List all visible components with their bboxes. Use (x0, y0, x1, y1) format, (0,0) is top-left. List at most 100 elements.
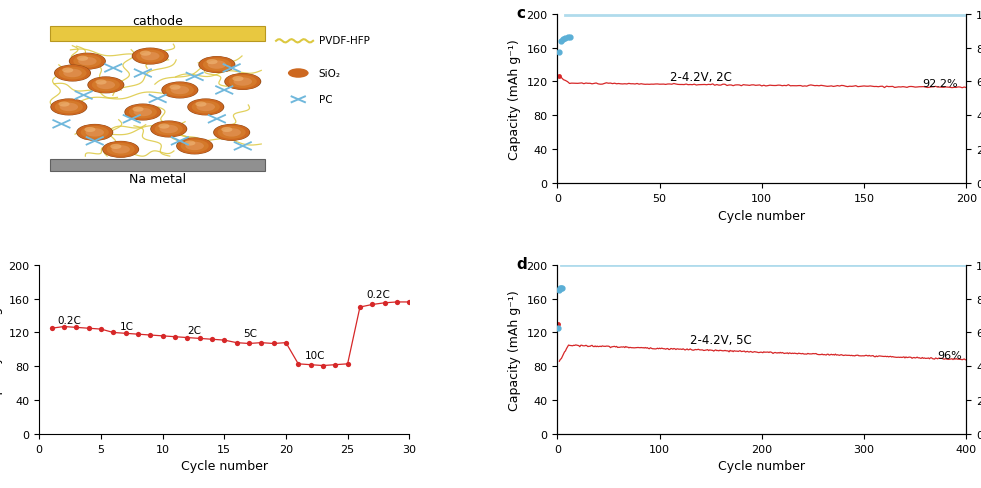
Text: PC: PC (319, 95, 333, 105)
Circle shape (160, 125, 178, 134)
Circle shape (196, 103, 215, 112)
Circle shape (185, 142, 204, 151)
Circle shape (69, 54, 106, 70)
Circle shape (206, 60, 218, 65)
Circle shape (51, 100, 86, 116)
Circle shape (87, 77, 125, 94)
Text: c: c (516, 6, 526, 21)
Text: SiO₂: SiO₂ (319, 69, 340, 79)
Circle shape (177, 139, 213, 155)
Circle shape (129, 106, 157, 119)
Circle shape (133, 108, 152, 117)
Text: d: d (516, 257, 527, 272)
Circle shape (171, 86, 189, 95)
Circle shape (233, 78, 252, 86)
Circle shape (84, 128, 95, 133)
Text: 0.2C: 0.2C (58, 315, 81, 325)
Circle shape (166, 84, 194, 97)
Circle shape (150, 121, 187, 138)
Circle shape (287, 69, 309, 79)
Circle shape (181, 140, 209, 153)
Text: Na metal: Na metal (129, 172, 186, 185)
Circle shape (59, 102, 70, 107)
Circle shape (55, 102, 83, 114)
Y-axis label: Capacity (mAh g⁻¹): Capacity (mAh g⁻¹) (508, 39, 521, 160)
Circle shape (188, 100, 224, 116)
Circle shape (112, 146, 129, 154)
Circle shape (62, 68, 74, 74)
Circle shape (95, 81, 107, 85)
Circle shape (155, 123, 182, 136)
Circle shape (232, 77, 243, 82)
Text: 1C: 1C (120, 321, 133, 331)
Circle shape (187, 99, 225, 116)
Circle shape (77, 124, 113, 142)
Circle shape (132, 49, 168, 65)
Circle shape (214, 125, 249, 141)
Circle shape (126, 104, 161, 121)
Circle shape (222, 128, 232, 133)
Circle shape (184, 141, 195, 146)
Circle shape (50, 99, 87, 116)
Circle shape (158, 124, 170, 129)
Circle shape (195, 102, 206, 107)
Circle shape (80, 127, 109, 140)
Circle shape (203, 59, 231, 72)
Circle shape (92, 79, 120, 92)
Circle shape (131, 48, 169, 65)
FancyBboxPatch shape (50, 27, 265, 41)
Text: PVDF-HFP: PVDF-HFP (319, 37, 370, 46)
Text: cathode: cathode (132, 15, 183, 28)
Circle shape (88, 78, 124, 94)
Circle shape (102, 142, 139, 159)
Circle shape (140, 52, 151, 57)
Circle shape (96, 81, 115, 90)
Circle shape (141, 53, 160, 61)
Circle shape (85, 129, 104, 137)
Text: 2C: 2C (187, 325, 201, 335)
Circle shape (54, 65, 91, 82)
Circle shape (198, 57, 235, 74)
Text: 2-4.2V, 5C: 2-4.2V, 5C (691, 334, 752, 347)
Circle shape (132, 107, 143, 112)
Circle shape (161, 82, 198, 99)
Circle shape (78, 58, 96, 66)
Y-axis label: Capacity (mAh g⁻¹): Capacity (mAh g⁻¹) (508, 289, 521, 410)
Text: 2-4.2V, 2C: 2-4.2V, 2C (670, 71, 732, 83)
Circle shape (77, 125, 113, 141)
Circle shape (55, 66, 90, 82)
Circle shape (218, 127, 245, 140)
Circle shape (223, 129, 241, 137)
Circle shape (162, 82, 197, 99)
X-axis label: Cycle number: Cycle number (718, 209, 805, 222)
Text: 10C: 10C (304, 351, 325, 361)
Text: 96%: 96% (938, 350, 962, 360)
Circle shape (77, 57, 88, 61)
Circle shape (125, 104, 161, 121)
Circle shape (107, 143, 134, 157)
Circle shape (208, 61, 226, 70)
Circle shape (213, 124, 250, 142)
Circle shape (177, 138, 213, 155)
Circle shape (64, 70, 81, 78)
Text: 0.2C: 0.2C (366, 290, 390, 300)
Circle shape (170, 85, 181, 90)
Circle shape (60, 103, 78, 112)
Circle shape (229, 76, 257, 89)
Text: 92.2%: 92.2% (922, 79, 958, 88)
Circle shape (74, 56, 101, 68)
Circle shape (59, 67, 86, 81)
Circle shape (103, 142, 138, 158)
Circle shape (151, 122, 186, 138)
X-axis label: Cycle number: Cycle number (181, 460, 268, 472)
X-axis label: Cycle number: Cycle number (718, 460, 805, 472)
Circle shape (225, 74, 261, 90)
Y-axis label: Capacity (mAh g⁻¹): Capacity (mAh g⁻¹) (0, 289, 3, 410)
Text: 5C: 5C (242, 329, 257, 339)
Circle shape (225, 74, 261, 91)
FancyBboxPatch shape (50, 159, 265, 172)
Circle shape (191, 102, 220, 114)
Circle shape (110, 144, 122, 150)
Circle shape (199, 57, 234, 74)
Circle shape (136, 51, 164, 63)
